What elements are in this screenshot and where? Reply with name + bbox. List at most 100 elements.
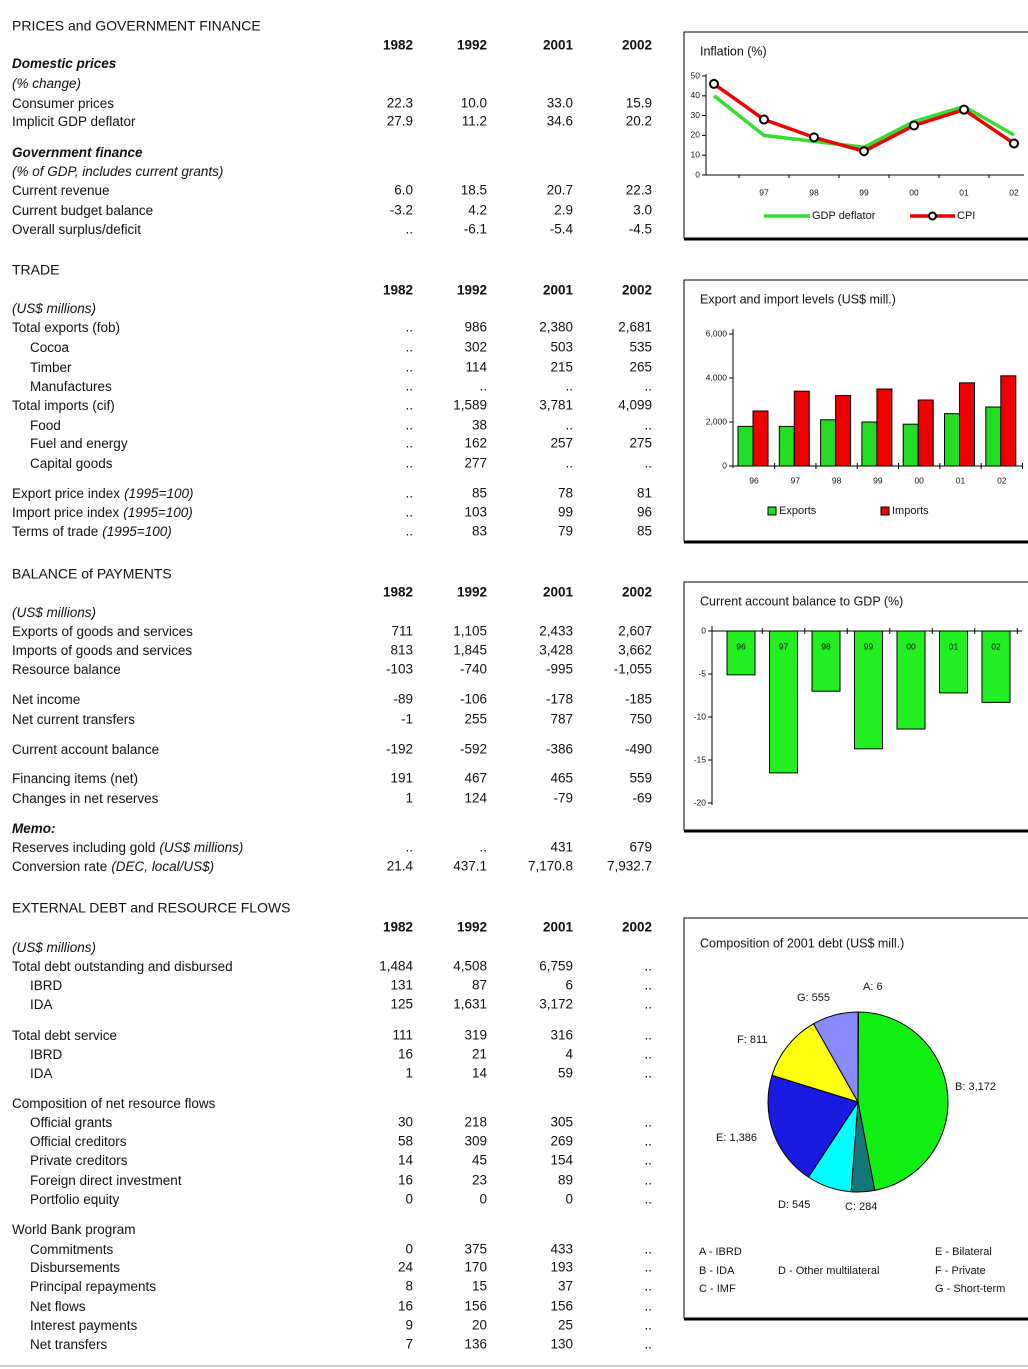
table-cell: ..: [644, 456, 652, 471]
section-title: BALANCE of PAYMENTS: [12, 566, 172, 582]
table-cell: -89: [393, 692, 413, 707]
table-cell: 85: [472, 486, 487, 501]
row-label-text: Private creditors: [30, 1153, 128, 1168]
year-header: 1992: [457, 283, 487, 298]
row-label: Current budget balance: [12, 203, 153, 218]
table-cell: 30: [398, 1115, 413, 1130]
x-tick-label: 02: [997, 475, 1007, 485]
table-cell: ..: [479, 840, 487, 855]
table-cell: ..: [405, 398, 413, 413]
row-label-text: Conversion rate: [12, 859, 107, 874]
row-label-text: IDA: [30, 1066, 53, 1081]
row-label-text: Timber: [30, 360, 72, 375]
table-cell: 23: [472, 1173, 487, 1188]
table-cell: 277: [464, 456, 487, 471]
table-cell: 25: [558, 1318, 573, 1333]
table-cell: 431: [550, 840, 573, 855]
chart-frame: [683, 279, 1028, 542]
row-label-text: Export price index: [12, 486, 120, 501]
table-cell: 21.4: [387, 859, 414, 874]
table-cell: -5.4: [550, 222, 574, 237]
table-cell: 255: [464, 712, 487, 727]
row-label: (% change): [12, 76, 81, 91]
table-cell: 986: [464, 320, 487, 335]
table-cell: 9: [405, 1318, 413, 1333]
table-cell: 114: [465, 360, 487, 375]
year-header: 2002: [622, 585, 652, 600]
x-tick-label: 97: [759, 187, 769, 197]
table-cell: 275: [629, 436, 652, 451]
table-cell: 8: [405, 1279, 413, 1294]
table-cell: 27.9: [387, 114, 413, 129]
bar: [811, 630, 841, 692]
y-tick-label: -20: [694, 797, 707, 807]
table-cell: 302: [464, 340, 487, 355]
row-label: IDA: [30, 997, 53, 1012]
table-cell: 1: [405, 791, 413, 806]
table-cell: ..: [644, 1192, 652, 1207]
table-cell: 1,105: [453, 624, 487, 639]
table-cell: ..: [405, 524, 413, 539]
x-tick-label: 00: [914, 475, 924, 485]
table-cell: -192: [386, 742, 413, 757]
table-cell: 191: [390, 771, 413, 786]
row-label: Import price index (1995=100): [12, 505, 193, 520]
table-cell: 14: [398, 1153, 414, 1168]
row-label: Imports of goods and services: [12, 643, 192, 658]
chart-title: Inflation (%): [700, 44, 767, 58]
table-cell: 4,099: [618, 398, 652, 413]
table-cell: 4: [565, 1047, 573, 1062]
table-cell: 130: [550, 1337, 573, 1352]
table-cell: 124: [464, 791, 487, 806]
x-tick-label: 97: [779, 641, 789, 651]
year-header: 2002: [622, 38, 652, 53]
row-label-text: Net income: [12, 692, 80, 707]
table-cell: 7: [405, 1337, 413, 1352]
slice-label: E: 1,386: [716, 1132, 757, 1144]
row-label: Export price index (1995=100): [12, 486, 194, 501]
row-label-text: Foreign direct investment: [30, 1173, 182, 1188]
row-label: Current revenue: [12, 183, 110, 198]
table-cell: 711: [391, 624, 413, 639]
table-cell: 3.0: [633, 203, 652, 218]
row-label: (US$ millions): [12, 940, 96, 955]
table-cell: ..: [644, 1260, 652, 1275]
row-label: Memo:: [12, 821, 56, 836]
table-cell: ..: [644, 1047, 652, 1062]
x-tick-label: 00: [909, 187, 919, 197]
row-label-note: (1995=100): [102, 524, 171, 539]
x-tick-label: 01: [956, 475, 966, 485]
row-label: Changes in net reserves: [12, 791, 159, 806]
row-label-note: (1995=100): [124, 486, 193, 501]
table-cell: 15: [472, 1279, 487, 1294]
bar: [876, 388, 893, 467]
row-label-text: Food: [30, 418, 61, 433]
row-label: Manufactures: [30, 379, 112, 394]
table-cell: 58: [398, 1134, 413, 1149]
row-label: Timber: [30, 360, 72, 375]
x-tick-label: 98: [821, 641, 831, 651]
y-tick-label: -5: [698, 668, 706, 678]
row-label-text: Current budget balance: [12, 203, 153, 218]
y-tick-label: 6,000: [706, 328, 728, 338]
row-label: Overall surplus/deficit: [12, 222, 141, 237]
x-tick-label: 99: [864, 641, 874, 651]
table-cell: ..: [644, 997, 652, 1012]
table-cell: 305: [550, 1115, 573, 1130]
legend-label: GDP deflator: [812, 210, 876, 222]
x-tick-label: 97: [791, 475, 801, 485]
table-cell: -995: [546, 662, 573, 677]
row-label-text: Net transfers: [30, 1337, 108, 1352]
row-label-note: (1995=100): [123, 505, 192, 520]
row-label-text: Changes in net reserves: [12, 791, 159, 806]
row-label: Official creditors: [30, 1134, 127, 1149]
section-title: EXTERNAL DEBT and RESOURCE FLOWS: [12, 900, 291, 916]
table-cell: ..: [565, 379, 573, 394]
point-marker: [709, 78, 719, 89]
bar: [939, 630, 968, 694]
row-label-text: Terms of trade: [12, 524, 98, 539]
row-label: Net transfers: [30, 1337, 108, 1352]
row-label: Financing items (net): [12, 771, 138, 786]
table-cell: 78: [558, 486, 573, 501]
table-cell: ..: [644, 1279, 652, 1294]
